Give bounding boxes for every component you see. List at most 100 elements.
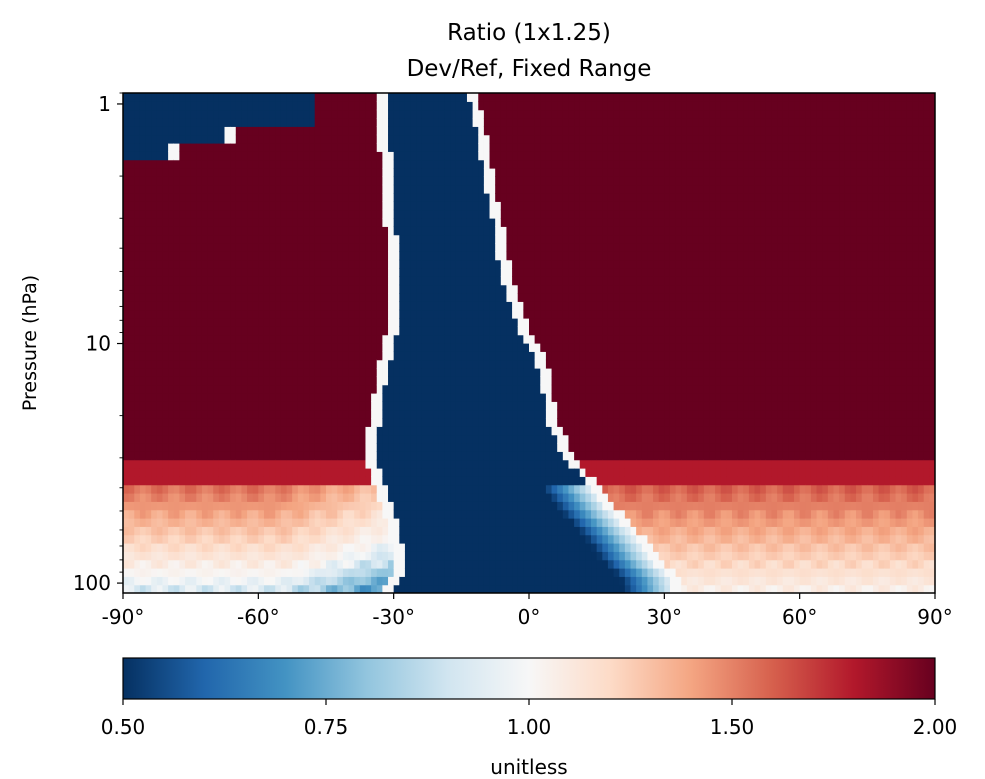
heatmap-cell: [207, 293, 214, 302]
heatmap-cell: [354, 576, 361, 586]
heatmap-cell: [196, 226, 203, 236]
heatmap-cell: [579, 234, 586, 244]
heatmap-cell: [354, 101, 361, 111]
heatmap-cell: [472, 409, 479, 419]
heatmap-cell: [376, 343, 383, 352]
heatmap-cell: [585, 376, 592, 386]
heatmap-cell: [574, 401, 581, 411]
heatmap-cell: [241, 343, 248, 352]
heatmap-cell: [461, 434, 468, 444]
heatmap-cell: [540, 151, 547, 161]
heatmap-cell: [280, 459, 288, 469]
heatmap-cell: [388, 184, 395, 194]
heatmap-cell: [128, 534, 135, 544]
heatmap-cell: [500, 451, 508, 461]
heatmap-cell: [151, 534, 158, 544]
heatmap-cell: [365, 401, 372, 411]
heatmap-cell: [320, 176, 327, 186]
heatmap-cell: [568, 284, 575, 294]
heatmap-cell: [314, 234, 321, 244]
heatmap-cell: [258, 343, 265, 352]
heatmap-cell: [466, 309, 474, 319]
heatmap-cell: [326, 576, 333, 586]
heatmap-cell: [359, 534, 367, 544]
heatmap-cell: [123, 451, 130, 461]
heatmap-cell: [309, 209, 316, 219]
heatmap-cell: [247, 351, 254, 361]
heatmap-cell: [224, 143, 231, 152]
heatmap-cell: [123, 518, 130, 527]
heatmap-cell: [190, 268, 197, 277]
heatmap-cell: [500, 551, 508, 561]
heatmap-cell: [466, 518, 474, 527]
heatmap-cell: [574, 409, 581, 419]
heatmap-cell: [483, 476, 491, 486]
heatmap-cell: [404, 334, 412, 344]
heatmap-cell: [286, 468, 293, 477]
heatmap-cell: [151, 459, 158, 469]
heatmap-cell: [483, 234, 491, 244]
heatmap-cell: [134, 426, 141, 436]
heatmap-cell: [201, 368, 209, 377]
heatmap-cell: [438, 551, 446, 561]
heatmap-cell: [297, 459, 305, 469]
heatmap-cell: [399, 259, 406, 269]
heatmap-cell: [309, 368, 316, 377]
heatmap-cell: [151, 334, 158, 344]
heatmap-cell: [326, 176, 333, 186]
heatmap-cell: [450, 576, 457, 586]
heatmap-cell: [433, 526, 440, 536]
heatmap-cell: [421, 409, 429, 419]
heatmap-cell: [393, 476, 400, 486]
heatmap-cell: [404, 168, 412, 177]
heatmap-cell: [218, 351, 226, 361]
heatmap-cell: [247, 243, 254, 252]
heatmap-cell: [292, 459, 299, 469]
heatmap-cell: [579, 168, 586, 177]
heatmap-cell: [517, 351, 524, 361]
heatmap-cell: [495, 301, 502, 311]
heatmap-cell: [224, 234, 231, 244]
heatmap-cell: [128, 526, 135, 536]
heatmap-cell: [314, 276, 321, 286]
heatmap-cell: [359, 584, 367, 593]
heatmap-cell: [201, 551, 209, 561]
heatmap-cell: [393, 209, 400, 219]
heatmap-cell: [151, 426, 158, 436]
heatmap-cell: [388, 459, 395, 469]
heatmap-cell: [388, 584, 395, 593]
heatmap-cell: [156, 159, 164, 169]
heatmap-cell: [489, 118, 496, 127]
heatmap-cell: [500, 459, 508, 469]
heatmap-cell: [410, 526, 417, 536]
heatmap-cell: [134, 226, 141, 236]
heatmap-cell: [263, 309, 271, 319]
heatmap-cell: [258, 268, 265, 277]
heatmap-cell: [416, 368, 423, 377]
heatmap-cell: [574, 393, 581, 402]
heatmap-cell: [252, 426, 259, 436]
heatmap-cell: [196, 268, 203, 277]
heatmap-cell: [128, 334, 135, 344]
heatmap-cell: [574, 276, 581, 286]
heatmap-cell: [562, 318, 570, 327]
heatmap-cell: [309, 268, 316, 277]
heatmap-cell: [455, 126, 462, 136]
heatmap-cell: [489, 376, 496, 386]
heatmap-cell: [275, 518, 282, 527]
heatmap-cell: [579, 584, 586, 593]
heatmap-cell: [309, 509, 316, 519]
heatmap-cell: [235, 251, 243, 261]
heatmap-cell: [320, 109, 327, 119]
heatmap-cell: [269, 334, 276, 344]
heatmap-cell: [235, 426, 243, 436]
heatmap-cell: [286, 576, 293, 586]
heatmap-cell: [241, 184, 248, 194]
heatmap-cell: [365, 509, 372, 519]
heatmap-cell: [472, 193, 479, 202]
heatmap-cell: [455, 401, 462, 411]
heatmap-cell: [269, 409, 276, 419]
heatmap-cell: [275, 184, 282, 194]
heatmap-cell: [416, 118, 423, 127]
heatmap-cell: [568, 151, 575, 161]
